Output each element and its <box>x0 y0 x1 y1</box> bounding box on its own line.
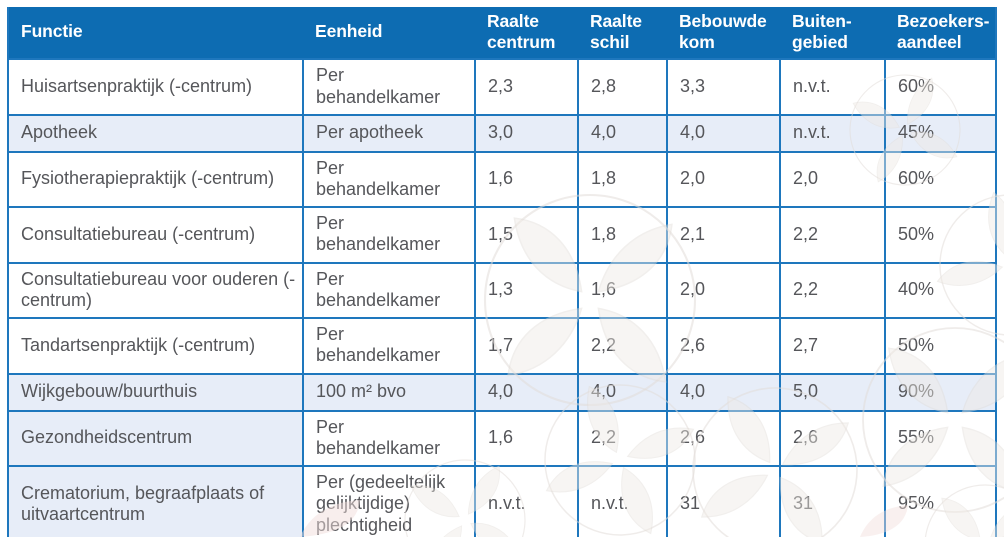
cell-eenheid: Per behandelkamer <box>302 261 476 320</box>
cell-eenheid: Per behandelkamer <box>302 317 476 375</box>
cell-functie: Gezondheidscentrum <box>7 409 304 468</box>
cell-raalte-centrum: 4,0 <box>474 372 579 412</box>
column-header-raalte-schil: Raalte schil <box>578 7 667 60</box>
table-row: Fysiotherapiepraktijk (-centrum) Per beha… <box>7 150 997 209</box>
column-header-bezoekersaandeel: Bezoekers-aandeel <box>885 7 996 60</box>
table-row: Huisartsenpraktijk (-centrum) Per behande… <box>7 58 997 116</box>
cell-bezoekersaandeel: 60% <box>884 58 997 116</box>
cell-raalte-centrum: 1,3 <box>474 261 579 320</box>
cell-bebouwde-kom: 4,0 <box>666 372 781 412</box>
cell-functie: Fysiotherapiepraktijk (-centrum) <box>7 150 304 209</box>
cell-bebouwde-kom: 2,6 <box>666 409 781 468</box>
header-row: Functie Eenheid Raalte centrum Raalte sc… <box>8 7 996 60</box>
cell-bebouwde-kom: 2,0 <box>666 150 781 209</box>
table-row: Tandartsenpraktijk (-centrum) Per behande… <box>7 317 997 375</box>
table-row: Wijkgebouw/buurthuis 100 m² bvo 4,0 4,0 4,0 5… <box>7 372 997 412</box>
cell-buitengebied: 31 <box>779 465 886 537</box>
cell-bebouwde-kom: 2,0 <box>666 261 781 320</box>
cell-bezoekersaandeel: 45% <box>884 113 997 153</box>
cell-bebouwde-kom: 2,6 <box>666 317 781 375</box>
cell-bezoekersaandeel: 55% <box>884 409 997 468</box>
cell-functie: Consultatiebureau (-centrum) <box>7 206 304 264</box>
cell-bebouwde-kom: 3,3 <box>666 58 781 116</box>
cell-raalte-schil: 4,0 <box>577 113 668 153</box>
cell-eenheid: Per behandelkamer <box>302 150 476 209</box>
cell-raalte-centrum: 3,0 <box>474 113 579 153</box>
cell-bebouwde-kom: 4,0 <box>666 113 781 153</box>
cell-functie: Tandartsenpraktijk (-centrum) <box>7 317 304 375</box>
table-header: Functie Eenheid Raalte centrum Raalte sc… <box>8 7 996 60</box>
cell-functie: Huisartsenpraktijk (-centrum) <box>7 58 304 116</box>
cell-functie: Wijkgebouw/buurthuis <box>7 372 304 412</box>
column-header-functie: Functie <box>8 7 303 60</box>
cell-buitengebied: 2,2 <box>779 206 886 264</box>
cell-raalte-schil: n.v.t. <box>577 465 668 537</box>
cell-buitengebied: 2,7 <box>779 317 886 375</box>
cell-raalte-schil: 4,0 <box>577 372 668 412</box>
cell-raalte-centrum: 1,6 <box>474 409 579 468</box>
cell-buitengebied: 5,0 <box>779 372 886 412</box>
table-row: Consultatiebureau (-centrum) Per behandel… <box>7 206 997 264</box>
cell-buitengebied: 2,6 <box>779 409 886 468</box>
cell-raalte-centrum: n.v.t. <box>474 465 579 537</box>
cell-bebouwde-kom: 31 <box>666 465 781 537</box>
cell-functie: Crematorium, begraafplaats of uitvaartce… <box>7 465 304 537</box>
cell-raalte-centrum: 1,5 <box>474 206 579 264</box>
cell-functie: Consultatiebureau voor ouderen (-centrum… <box>7 261 304 320</box>
parking-norms-table: Functie Eenheid Raalte centrum Raalte sc… <box>7 7 997 537</box>
cell-bebouwde-kom: 2,1 <box>666 206 781 264</box>
table-row: Gezondheidscentrum Per behandelkamer 1,6 2,… <box>7 409 997 468</box>
cell-raalte-schil: 2,2 <box>577 317 668 375</box>
cell-eenheid: Per apotheek <box>302 113 476 153</box>
cell-raalte-centrum: 1,7 <box>474 317 579 375</box>
cell-raalte-centrum: 1,6 <box>474 150 579 209</box>
cell-buitengebied: n.v.t. <box>779 113 886 153</box>
cell-bezoekersaandeel: 95% <box>884 465 997 537</box>
cell-bezoekersaandeel: 40% <box>884 261 997 320</box>
cell-eenheid: Per (gedeeltelijk gelijktijdige) plechti… <box>302 465 476 537</box>
table-row: Consultatiebureau voor ouderen (-centrum… <box>7 261 997 320</box>
column-header-buitengebied: Buiten-gebied <box>780 7 885 60</box>
cell-raalte-schil: 2,2 <box>577 409 668 468</box>
cell-raalte-schil: 1,8 <box>577 150 668 209</box>
cell-eenheid: Per behandelkamer <box>302 409 476 468</box>
cell-raalte-centrum: 2,3 <box>474 58 579 116</box>
cell-buitengebied: n.v.t. <box>779 58 886 116</box>
column-header-bebouwde-kom: Bebouwde kom <box>667 7 780 60</box>
cell-bezoekersaandeel: 50% <box>884 317 997 375</box>
cell-bezoekersaandeel: 50% <box>884 206 997 264</box>
column-header-raalte-centrum: Raalte centrum <box>475 7 578 60</box>
table-row: Apotheek Per apotheek 3,0 4,0 4,0 n.v.t. 45% <box>7 113 997 153</box>
cell-buitengebied: 2,0 <box>779 150 886 209</box>
cell-functie: Apotheek <box>7 113 304 153</box>
table-body: Huisartsenpraktijk (-centrum) Per behande… <box>7 58 997 537</box>
cell-raalte-schil: 1,8 <box>577 206 668 264</box>
cell-bezoekersaandeel: 60% <box>884 150 997 209</box>
cell-bezoekersaandeel: 90% <box>884 372 997 412</box>
table-row: Crematorium, begraafplaats of uitvaartce… <box>7 465 997 537</box>
cell-eenheid: Per behandelkamer <box>302 206 476 264</box>
cell-raalte-schil: 1,6 <box>577 261 668 320</box>
cell-raalte-schil: 2,8 <box>577 58 668 116</box>
cell-eenheid: 100 m² bvo <box>302 372 476 412</box>
cell-buitengebied: 2,2 <box>779 261 886 320</box>
column-header-eenheid: Eenheid <box>303 7 475 60</box>
cell-eenheid: Per behandelkamer <box>302 58 476 116</box>
